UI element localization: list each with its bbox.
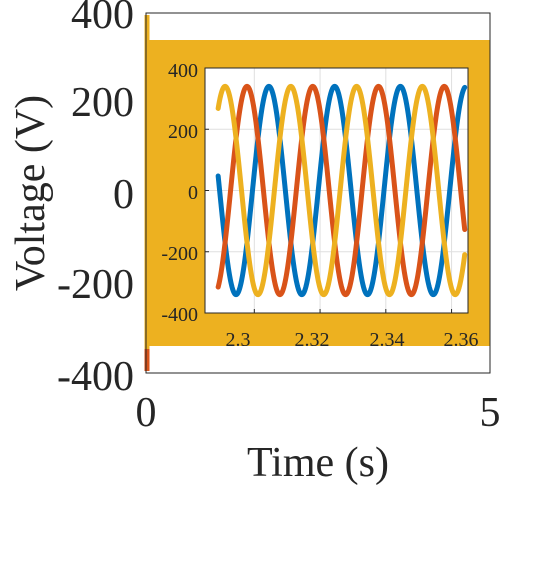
main-y-tick-label-200: 200	[71, 80, 134, 126]
inset-y-tick-label-neg400: -400	[161, 304, 198, 326]
inset-series-line-3	[215, 83, 468, 298]
main-y-tick-label-400: 400	[71, 0, 134, 38]
main-x-tick-label-5: 5	[480, 390, 501, 436]
inset-series-line-1	[215, 83, 468, 298]
main-y-tick-label-neg200: -200	[57, 262, 134, 308]
main-y-tick-label-neg400: -400	[57, 354, 134, 400]
inset-x-tick-label-2-34: 2.34	[370, 329, 405, 351]
main-x-axis-label: Time (s)	[247, 440, 389, 486]
inset-series-line-2	[215, 83, 468, 298]
inset-x-tick-label-2-36: 2.36	[444, 329, 479, 351]
inset-x-tick-label-2-3: 2.3	[226, 329, 251, 351]
inset-plot-layer	[204, 67, 469, 314]
inset-y-tick-label-neg200: -200	[161, 243, 198, 265]
main-x-tick-label-0: 0	[136, 390, 157, 436]
main-y-tick-label-0: 0	[113, 172, 134, 218]
inset-x-tick-label-2-32: 2.32	[295, 329, 330, 351]
inset-y-tick-label-0: 0	[188, 182, 198, 204]
main-y-axis-label: Voltage (V)	[8, 95, 54, 291]
inset-y-tick-label-400: 400	[168, 60, 198, 82]
inset-y-tick-label-200: 200	[168, 121, 198, 143]
main-axes-box	[145, 12, 491, 374]
